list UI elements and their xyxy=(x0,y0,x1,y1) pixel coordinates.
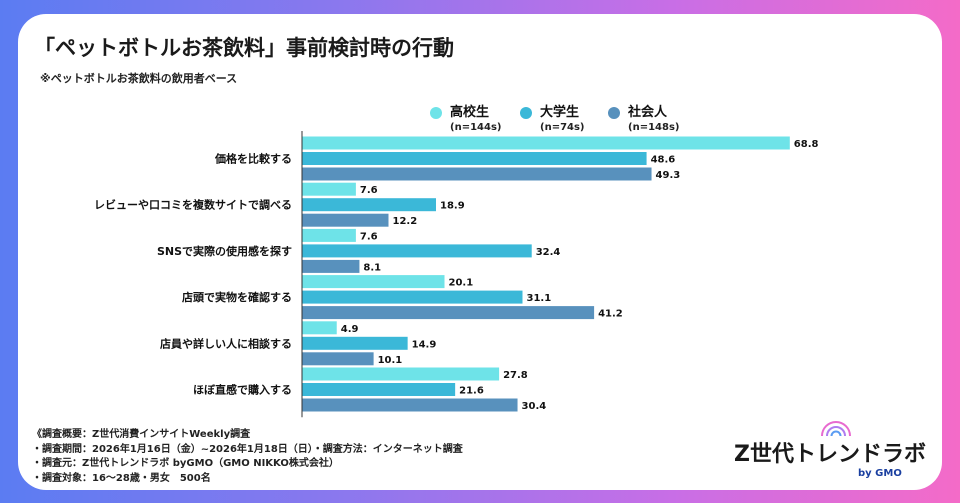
data-label: 8.1 xyxy=(363,262,381,273)
data-label: 14.9 xyxy=(412,339,437,350)
data-label: 68.8 xyxy=(794,139,819,150)
category-label: SNSで実際の使用感を探す xyxy=(157,244,292,258)
data-label: 7.6 xyxy=(360,231,378,242)
brand-logo-by: by GMO xyxy=(858,468,902,479)
legend-sample-size: (n=148s) xyxy=(628,122,680,133)
bar xyxy=(302,290,523,304)
data-label: 12.2 xyxy=(392,216,417,227)
data-label: 20.1 xyxy=(449,278,474,289)
survey-note-line: 《調査概要：Z世代消費インサイトWeekly調査 xyxy=(32,429,251,440)
survey-notes: 《調査概要：Z世代消費インサイトWeekly調査 ・調査期間：2026年1月16… xyxy=(32,428,463,486)
data-label: 4.9 xyxy=(341,324,359,335)
bar-chart: 価格を比較する 68.8 48.6 49.3 レビューや口コミを複数サイトで調べる 7.6… xyxy=(94,131,819,424)
x-tick-label: 40 xyxy=(577,423,595,424)
data-label: 7.6 xyxy=(360,185,378,196)
legend-label: 高校生 xyxy=(450,105,490,120)
bar xyxy=(302,275,445,289)
data-label: 48.6 xyxy=(651,155,676,166)
legend-item-high-school: 高校生 (n=144s) xyxy=(430,104,501,135)
legend-sample-size: (n=74s) xyxy=(540,122,585,133)
bar xyxy=(302,352,374,366)
data-label: 18.9 xyxy=(440,201,465,212)
bar xyxy=(302,259,360,273)
x-tick-label: 50 xyxy=(647,423,665,424)
bar xyxy=(302,136,790,150)
legend-item-working-adult: 社会人 (n=148s) xyxy=(608,104,679,135)
bar xyxy=(302,398,518,412)
chart-card: 「ペットボトルお茶飲料」事前検討時の行動 ※ペットボトルお茶飲料の飲用者ベース … xyxy=(18,14,942,490)
category-label: ほぼ直感で購入する xyxy=(193,383,292,397)
signal-arcs-icon xyxy=(821,421,851,437)
legend-label: 社会人 xyxy=(628,105,668,120)
category-label: 店員や詳しい人に相談する xyxy=(160,336,292,350)
data-label: 31.1 xyxy=(526,293,551,304)
bar xyxy=(302,367,500,381)
bar xyxy=(302,306,595,320)
bar xyxy=(302,167,652,181)
data-label: 27.8 xyxy=(503,370,528,381)
survey-note-line: ・調査対象：16〜28歳・男女 500名 xyxy=(32,472,211,484)
chart-title: 「ペットボトルお茶飲料」事前検討時の行動 xyxy=(34,36,454,60)
survey-note-line: ・調査期間：2026年1月16日（金）~2026年1月18日（日）・調査方法：イ… xyxy=(32,443,463,455)
bar xyxy=(302,383,456,396)
bar xyxy=(302,152,647,165)
x-tick-label: 70 xyxy=(789,423,807,424)
legend-dot-icon xyxy=(608,107,620,119)
legend-sample-size: (n=144s) xyxy=(450,122,502,133)
bar xyxy=(302,244,532,258)
category-label: 店頭で実物を確認する xyxy=(182,290,292,304)
x-tick-label: 30 xyxy=(506,423,524,424)
legend-item-university: 大学生 (n=74s) xyxy=(520,104,585,135)
brand-logo-text: Z世代トレンドラボ xyxy=(734,442,926,467)
legend-dot-icon xyxy=(430,107,442,119)
survey-note-line: ・調査元：Z世代トレンドラボ byGMO（GMO NIKKO株式会社） xyxy=(32,458,339,469)
bar xyxy=(302,228,356,242)
data-label: 41.2 xyxy=(598,309,623,320)
x-tick-label: 10 xyxy=(364,423,382,424)
x-tick-label: 0 xyxy=(297,423,306,424)
data-label: 32.4 xyxy=(536,247,561,258)
data-label: 49.3 xyxy=(656,170,681,181)
data-label: 10.1 xyxy=(378,355,403,366)
bar xyxy=(302,321,337,335)
legend-label: 大学生 xyxy=(540,105,580,120)
data-label: 21.6 xyxy=(459,386,484,397)
x-tick-label: 60 xyxy=(718,423,736,424)
bar xyxy=(302,182,356,196)
brand-logo: Z世代トレンドラボ by GMO xyxy=(734,406,934,486)
bar xyxy=(302,336,408,350)
category-label: 価格を比較する xyxy=(214,152,292,166)
bar xyxy=(302,198,437,212)
category-label: レビューや口コミを複数サイトで調べる xyxy=(94,198,292,212)
legend-dot-icon xyxy=(520,107,532,119)
bar xyxy=(302,213,389,227)
chart-subtitle: ※ペットボトルお茶飲料の飲用者ベース xyxy=(40,72,238,85)
data-label: 30.4 xyxy=(522,401,547,412)
x-tick-label: 20 xyxy=(435,423,453,424)
